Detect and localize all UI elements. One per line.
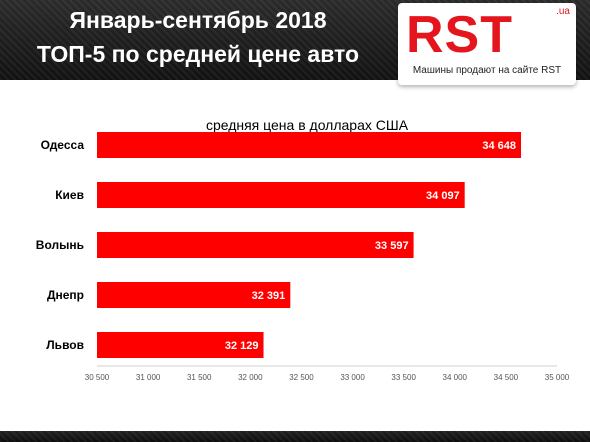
x-tick-label: 35 000: [545, 373, 570, 382]
x-tick-label: 32 500: [289, 373, 314, 382]
page-title-line2: ТОП-5 по средней цене авто: [36, 41, 360, 67]
logo-text: RST: [406, 6, 513, 64]
footer-bar: [0, 431, 590, 442]
x-tick-label: 34 500: [494, 373, 519, 382]
x-tick-label: 33 500: [391, 373, 416, 382]
data-label: 32 391: [252, 290, 286, 302]
bar: [97, 182, 465, 208]
x-tick-label: 31 500: [187, 373, 212, 382]
category-label: Днепр: [47, 288, 84, 302]
page-title-line1: Январь-сентябрь 2018: [69, 7, 327, 33]
rst-logo[interactable]: RST .ua Машины продают на сайте RST: [398, 3, 576, 85]
bar: [97, 232, 414, 258]
x-tick-label: 30 500: [85, 373, 110, 382]
category-label: Волынь: [36, 238, 84, 252]
data-label: 32 129: [225, 340, 259, 352]
x-tick-label: 31 000: [136, 373, 161, 382]
logo-domain: .ua: [556, 6, 570, 17]
x-tick-label: 34 000: [443, 373, 468, 382]
bar: [97, 282, 291, 308]
data-label: 33 597: [375, 240, 409, 252]
bar: [97, 132, 522, 158]
logo-tagline: Машины продают на сайте RST: [412, 65, 562, 76]
bar-chart: средняя цена в долларах США Одесса 34 648 К…: [36, 117, 570, 382]
category-label: Киев: [55, 188, 84, 202]
x-tick-label: 32 000: [238, 373, 263, 382]
category-label: Львов: [46, 338, 84, 352]
data-label: 34 097: [426, 190, 460, 202]
chart-area: средняя цена в долларах США Одесса 34 648 К…: [0, 90, 590, 430]
chart-title: средняя цена в долларах США: [206, 117, 409, 133]
category-label: Одесса: [41, 138, 85, 152]
data-label: 34 648: [482, 140, 516, 152]
x-tick-label: 33 000: [340, 373, 365, 382]
bar: [97, 332, 264, 358]
